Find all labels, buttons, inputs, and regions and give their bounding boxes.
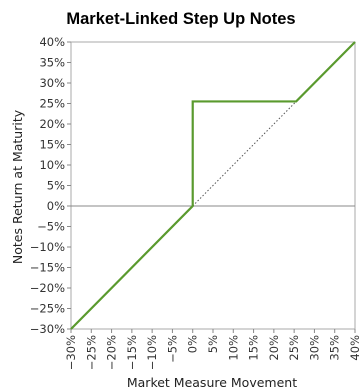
x-tick-label: −30%	[64, 335, 78, 370]
y-tick-label: 25%	[39, 97, 65, 111]
y-tick-label: −30%	[30, 322, 65, 336]
x-axis-label: Market Measure Movement	[127, 375, 297, 390]
y-tick-label: −25%	[30, 302, 65, 316]
y-tick-label: −20%	[30, 281, 65, 295]
x-axis-ticks: −30% −25% −20% −15% −10% −5% 0% 5% 10% 15% 20% 25% 3…	[64, 329, 361, 370]
x-tick-label: −25%	[84, 335, 98, 370]
y-tick-label: −15%	[30, 261, 65, 275]
y-tick-label: −10%	[30, 240, 65, 254]
y-tick-label: 35%	[39, 56, 65, 70]
y-tick-label: 30%	[39, 76, 65, 90]
y-tick-label: 40%	[39, 35, 65, 49]
y-tick-label: 15%	[39, 138, 65, 152]
y-tick-label: 0%	[47, 199, 65, 213]
x-tick-label: −5%	[165, 335, 179, 363]
y-tick-label: 20%	[39, 117, 65, 131]
x-tick-label: −15%	[125, 335, 139, 370]
y-axis-label: Notes Return at Maturity	[10, 109, 25, 264]
x-tick-label: 30%	[307, 335, 321, 361]
chart-title: Market-Linked Step Up Notes	[66, 10, 295, 28]
x-tick-label: 5%	[206, 335, 220, 353]
x-tick-label: 0%	[186, 335, 200, 353]
y-tick-label: 10%	[39, 158, 65, 172]
reference-dotted-line	[192, 101, 297, 207]
x-tick-label: 25%	[287, 335, 301, 361]
y-tick-label: 5%	[47, 179, 65, 193]
y-tick-label: −5%	[37, 220, 65, 234]
x-tick-label: 40%	[348, 335, 361, 361]
x-tick-label: −20%	[105, 335, 119, 370]
series-layer	[70, 41, 356, 330]
x-tick-label: 20%	[267, 335, 281, 361]
x-tick-label: −10%	[145, 335, 159, 370]
x-tick-label: 15%	[247, 335, 261, 361]
payoff-line	[70, 41, 356, 330]
y-axis-ticks: −30% −25% −20% −15% −10% −5% 0% 5% 10% 15% 20% 25% 3…	[30, 35, 71, 336]
x-tick-label: 35%	[328, 335, 342, 361]
x-tick-label: 10%	[226, 335, 240, 361]
